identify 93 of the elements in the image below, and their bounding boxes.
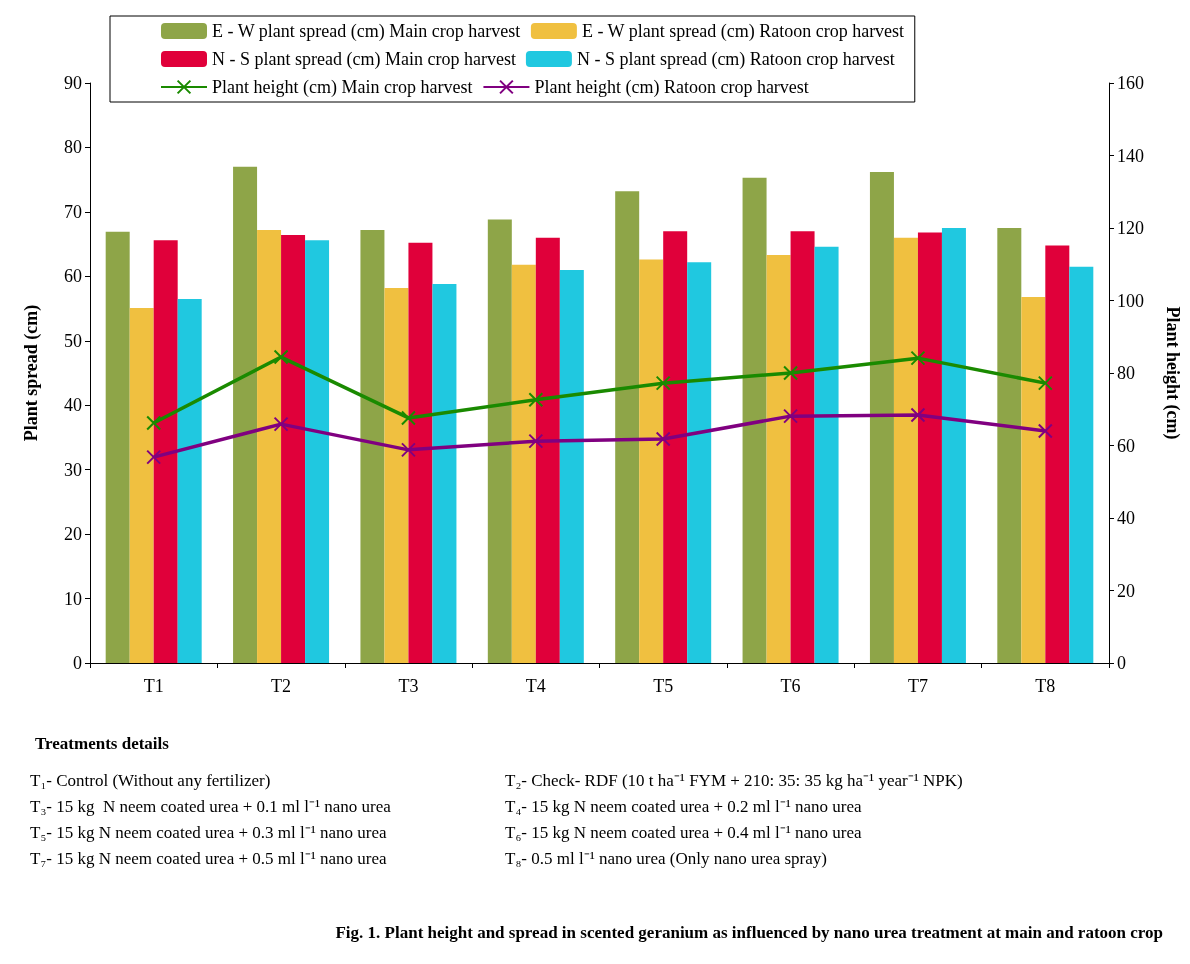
point bbox=[783, 365, 799, 381]
x-tick-label: T1 bbox=[143, 676, 164, 696]
bar bbox=[535, 237, 560, 663]
bar bbox=[1021, 296, 1046, 663]
bar bbox=[305, 240, 330, 663]
bar bbox=[997, 228, 1022, 663]
y2-tick-label: 40 bbox=[1117, 508, 1135, 528]
y2-tick-label: 140 bbox=[1117, 145, 1144, 166]
legend-label: N - S plant spread (cm) Ratoon crop harvest bbox=[576, 49, 895, 70]
y-tick-label: 70 bbox=[64, 201, 82, 222]
text: T₃- 15 kg N neem coated urea + 0.1 ml l⁻¹ nano urea bbox=[30, 797, 392, 816]
x-tick-label: T4 bbox=[525, 676, 546, 696]
point bbox=[146, 415, 162, 431]
y-tick-label: 90 bbox=[64, 73, 82, 93]
point bbox=[910, 350, 926, 366]
x-tick-label: T5 bbox=[653, 676, 674, 696]
bar bbox=[917, 232, 942, 663]
point bbox=[273, 349, 289, 365]
point bbox=[1037, 375, 1053, 391]
legend-label: Plant height (cm) Main crop harvest bbox=[212, 77, 473, 98]
y-tick-label: 40 bbox=[64, 395, 82, 416]
bar bbox=[432, 284, 457, 663]
y2-tick-label: 120 bbox=[1117, 218, 1144, 238]
y2-tick-label: 100 bbox=[1117, 290, 1144, 311]
bar bbox=[687, 262, 712, 663]
text: T₄- 15 kg N neem coated urea + 0.2 ml l⁻¹ nano urea bbox=[505, 797, 863, 816]
text: Fig. 1. Plant height and spread in scented geranium as influenced by nano urea treatment at main and ratoon crop bbox=[335, 923, 1164, 942]
y2-axis-title: Plant height (cm) bbox=[1162, 306, 1183, 440]
legend-label: E - W plant spread (cm) Main crop harvest bbox=[212, 21, 521, 42]
bar bbox=[615, 191, 640, 663]
y2-tick-label: 80 bbox=[1117, 363, 1135, 383]
y2-tick-label: 20 bbox=[1117, 580, 1135, 601]
legend-label: Plant height (cm) Ratoon crop harvest bbox=[534, 77, 809, 98]
bar bbox=[663, 231, 688, 663]
point bbox=[400, 410, 416, 426]
bar bbox=[360, 229, 385, 663]
bar bbox=[384, 287, 409, 663]
y-tick-label: 50 bbox=[64, 330, 82, 351]
point bbox=[528, 433, 544, 449]
point bbox=[910, 407, 926, 423]
point bbox=[783, 408, 799, 424]
point bbox=[528, 392, 544, 408]
point bbox=[400, 442, 416, 458]
text: T₈- 0.5 ml l⁻¹ nano urea (Only nano urea spray) bbox=[505, 849, 827, 868]
bar bbox=[257, 229, 282, 663]
text: T₅- 15 kg N neem coated urea + 0.3 ml l⁻¹ nano urea bbox=[30, 823, 388, 842]
y-tick-label: 20 bbox=[64, 524, 82, 545]
point bbox=[1037, 423, 1053, 439]
x-tick-label: T2 bbox=[271, 676, 292, 696]
bar bbox=[487, 219, 512, 663]
bar bbox=[941, 228, 966, 663]
text: T₆- 15 kg N neem coated urea + 0.4 ml l⁻¹ nano urea bbox=[505, 823, 863, 842]
point bbox=[146, 449, 162, 465]
text: T₇- 15 kg N neem coated urea + 0.5 ml l⁻¹ nano urea bbox=[30, 849, 388, 868]
bar bbox=[281, 235, 306, 663]
bar bbox=[177, 298, 202, 663]
bar bbox=[233, 166, 258, 663]
bar bbox=[766, 255, 791, 663]
bar bbox=[1045, 245, 1070, 663]
y-tick-label: 80 bbox=[64, 137, 82, 158]
x-tick-label: T6 bbox=[780, 676, 801, 696]
y-axis-title: Plant spread (cm) bbox=[21, 304, 42, 442]
legend-label: E - W plant spread (cm) Ratoon crop harvest bbox=[581, 21, 905, 42]
x-tick-label: T8 bbox=[1035, 676, 1056, 696]
point bbox=[273, 416, 289, 432]
x-tick-label: T7 bbox=[907, 676, 928, 696]
text: T₁- Control (Without any fertilizer) bbox=[30, 771, 271, 790]
bar bbox=[105, 231, 130, 663]
bar bbox=[790, 231, 815, 663]
bar bbox=[559, 269, 584, 663]
bar bbox=[1069, 266, 1094, 663]
bar bbox=[639, 259, 664, 663]
y-tick-label: 30 bbox=[64, 459, 82, 480]
bar bbox=[408, 242, 433, 663]
bar bbox=[742, 177, 767, 663]
y-tick-label: 60 bbox=[64, 266, 82, 287]
text: Treatments details bbox=[35, 734, 170, 753]
x-tick-label: T3 bbox=[398, 676, 419, 696]
bar bbox=[129, 307, 154, 663]
bar bbox=[869, 171, 894, 663]
y2-tick-label: 60 bbox=[1117, 435, 1135, 456]
y-tick-label: 10 bbox=[64, 588, 82, 609]
bar bbox=[814, 246, 839, 663]
bar bbox=[511, 264, 536, 663]
bar bbox=[893, 237, 918, 663]
point bbox=[655, 431, 671, 447]
text: T₂- Check- RDF (10 t ha⁻¹ FYM + 210: 35: 35 kg ha⁻¹ year⁻¹ NPK) bbox=[505, 771, 963, 790]
y2-tick-label: 160 bbox=[1117, 73, 1144, 93]
y2-tick-label: 0 bbox=[1117, 653, 1126, 673]
bar bbox=[153, 240, 178, 663]
y-tick-label: 0 bbox=[73, 653, 82, 673]
legend-label: N - S plant spread (cm) Main crop harvest bbox=[212, 49, 516, 70]
point bbox=[655, 375, 671, 391]
